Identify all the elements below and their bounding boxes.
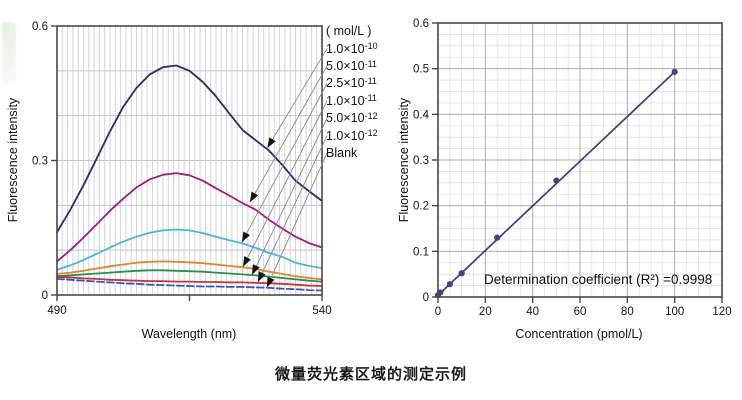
right-y-tick-label: 0.2 — [413, 201, 429, 213]
series-curve-0 — [56, 64, 323, 234]
data-point — [494, 234, 501, 241]
arrowhead-icon — [242, 231, 250, 243]
series-curve-6 — [56, 277, 323, 292]
legend-item: 1.0×10 -11 — [326, 93, 377, 108]
left-y-tick-label: 0 — [42, 290, 48, 302]
left-y-axis-title: Fluorescence intensity — [6, 97, 20, 223]
left-x-axis-title: Wavelength (nm) — [141, 327, 237, 341]
left-chart-grid — [56, 26, 323, 295]
right-x-axis-title: Concentration (pmol/L) — [515, 327, 643, 341]
series-curve-1 — [56, 172, 323, 263]
concentration-legend: ( mol/L ) 1.0×10 -10 5.0×10 -11 2.5×10 -11 … — [326, 22, 378, 162]
right-x-tick-label: 40 — [526, 306, 539, 318]
legend-item: Blank — [326, 146, 358, 161]
series-curve-5 — [56, 276, 323, 287]
arrowhead-icon — [257, 271, 266, 282]
r-squared-annotation: Determination coefficient (R²) =0.9998 — [484, 272, 713, 287]
legend-item: 1.0×10 -12 — [326, 128, 378, 143]
arrowhead-icon — [266, 276, 275, 288]
arrowhead-icon — [252, 264, 260, 275]
figure-caption: 微量荧光素区域的测定示例 — [274, 366, 467, 383]
right-x-tick-label: 120 — [712, 306, 731, 318]
data-point — [458, 270, 465, 277]
right-chart-ticks: 0 0.1 0.2 0.3 0.4 0.5 0.6 0 20 40 60 80 100 120 — [413, 18, 732, 318]
right-x-tick-label: 100 — [665, 306, 684, 318]
data-point — [553, 177, 560, 184]
left-y-tick-label: 0.3 — [32, 156, 48, 168]
left-x-tick-label: 540 — [312, 305, 331, 317]
left-x-tick-label: 490 — [47, 305, 66, 317]
right-x-tick-label: 60 — [574, 306, 587, 318]
scan-artifact — [2, 22, 16, 84]
legend-item: 1.0×10 -10 — [326, 41, 378, 56]
right-y-tick-label: 0.1 — [413, 246, 429, 258]
series-curve-2 — [56, 228, 323, 271]
right-x-tick-label: 20 — [479, 306, 492, 318]
right-y-tick-label: 0.3 — [413, 155, 429, 167]
legend-item: 5.0×10 -11 — [326, 58, 377, 74]
legend-item: 2.5×10 -11 — [326, 75, 377, 91]
right-y-axis-title: Fluorescence intensity — [397, 97, 411, 223]
legend-arrows — [241, 48, 328, 288]
legend-item: 5.0×10 -12 — [326, 110, 378, 126]
data-point — [437, 289, 444, 296]
right-y-tick-label: 0.5 — [413, 64, 429, 76]
arrowhead-icon — [243, 256, 251, 267]
data-point — [671, 68, 678, 75]
right-x-tick-label: 0 — [435, 306, 441, 318]
right-chart: 0 0.1 0.2 0.3 0.4 0.5 0.6 0 20 40 60 80 100 120 — [413, 18, 732, 318]
arrowhead-icon — [249, 191, 259, 203]
legend-units-header: ( mol/L ) — [326, 24, 372, 38]
data-point — [446, 281, 453, 288]
series-curve-4 — [56, 269, 323, 283]
right-x-tick-label: 80 — [621, 306, 634, 318]
series-curve-3 — [56, 260, 323, 281]
right-y-tick-label: 0 — [423, 292, 429, 304]
left-y-tick-label: 0.6 — [32, 21, 48, 33]
left-chart: 0 0.3 0.6 490 540 — [32, 21, 332, 317]
left-chart-ticks: 0 0.3 0.6 490 540 — [32, 21, 332, 317]
right-y-tick-label: 0.4 — [413, 109, 430, 121]
right-y-tick-label: 0.6 — [413, 18, 429, 30]
left-chart-series — [56, 64, 323, 292]
arrowhead-icon — [267, 137, 276, 148]
